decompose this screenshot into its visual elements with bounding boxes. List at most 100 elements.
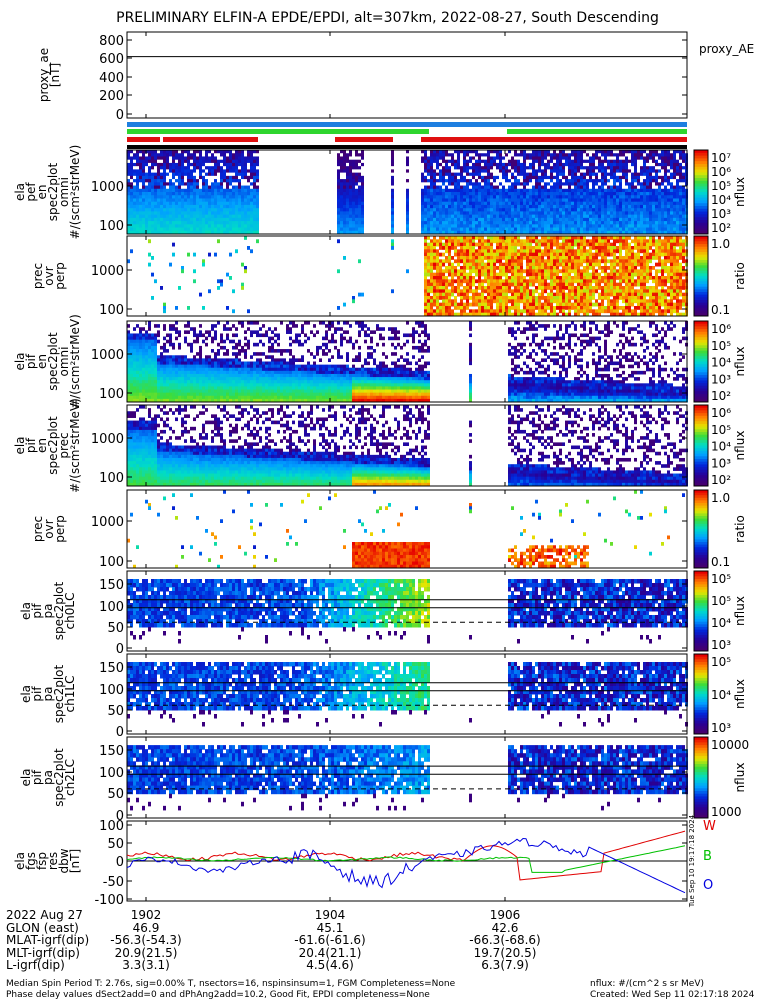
i_prec-ylabel: #/(scm²strMeV) — [68, 398, 82, 493]
proxy_ae-ylabel: [nT] — [48, 63, 62, 87]
pa_ch1-ylabel: pif — [30, 686, 44, 702]
figure-title: PRELIMINARY ELFIN-A EPDE/EPDI, alt=307km… — [116, 10, 659, 26]
e_ratio-colorbar-tick: 0.1 — [711, 303, 730, 317]
fgs-legend-B: B — [703, 849, 712, 864]
proxy_ae-ytick-label: 400 — [99, 71, 124, 86]
status-bar-black — [127, 145, 687, 149]
i_prec-colorbar-label: nflux — [733, 431, 747, 461]
e_omni-ylabel: en — [35, 185, 49, 200]
i_prec-ytick-label: 1000 — [91, 432, 124, 447]
e_ratio-ytick-label: 1000 — [91, 264, 124, 279]
i_ratio-colorbar-label: ratio — [733, 515, 747, 543]
pa_ch0-ytick-label: 50 — [107, 621, 124, 636]
status-bar-green — [127, 129, 429, 134]
i_omni-ylabel: ela — [13, 352, 27, 370]
pa_ch2-ylabel: pif — [30, 769, 44, 785]
proxy_ae-ytick-label: 200 — [99, 89, 124, 104]
i_ratio-ylabel: ovr — [42, 519, 56, 538]
i_omni-colorbar-tick: 10³ — [711, 372, 731, 386]
e_omni-colorbar-tick: 10⁵ — [711, 179, 731, 193]
i_omni-colorbar-tick: 10⁶ — [711, 322, 731, 336]
i_omni-ylabel: en — [35, 354, 49, 369]
pa_ch1-ytick-label: 100 — [99, 683, 124, 698]
fgs-ytick-label: 50 — [107, 837, 124, 852]
fgs-ylabel: ela — [13, 852, 27, 870]
i_ratio-ytick-label: 1000 — [91, 515, 124, 530]
fgs-ytick-label: 100 — [99, 819, 124, 834]
fgs-ylabel: res — [46, 852, 60, 870]
e_omni-colorbar-tick: 10⁶ — [711, 165, 731, 179]
pa_ch2-ylabel: pa — [41, 770, 55, 785]
status-bar-red — [335, 137, 393, 142]
fgs-series-O — [126, 837, 686, 894]
pa_ch0-ylabel: ela — [19, 602, 33, 620]
e_ratio-colorbar-tick: 1.0 — [711, 237, 730, 251]
i_omni-ylabel: spec2plot — [46, 332, 60, 391]
e_ratio-colorbar-label: ratio — [733, 262, 747, 290]
pa_ch2-colorbar-tick: 1000 — [711, 805, 742, 819]
i_omni-heatmap — [127, 321, 688, 403]
i_prec-ylabel: pif — [24, 437, 38, 453]
i_prec-colorbar-tick: 10² — [711, 473, 731, 487]
footer-units: nflux: #/(cm^2 s sr MeV) — [590, 979, 704, 989]
fgs-ytick-label: 0 — [116, 855, 124, 870]
proxy-ae-legend: proxy_AE — [699, 42, 754, 56]
fgs-series-B — [126, 845, 686, 873]
proxy_ae-ytick-label: 600 — [99, 52, 124, 67]
fgs-ylabel: fgs — [24, 852, 38, 870]
i_ratio-colorbar-tick: 1.0 — [711, 491, 730, 505]
proxy_ae-ylabel: proxy_ae — [37, 48, 51, 102]
i_prec-ylabel: spec2plot — [46, 416, 60, 475]
pa_ch2-colorbar-tick: 10000 — [711, 738, 749, 752]
e_omni-frame — [126, 149, 688, 235]
i_prec-colorbar-tick: 10⁴ — [711, 440, 731, 454]
i_omni-ytick-label: 100 — [99, 387, 124, 402]
pa_ch0-colorbar-tick: 10⁴ — [711, 616, 731, 630]
status-bar-blue — [127, 122, 687, 127]
pa_ch1-ylabel: pa — [41, 687, 55, 702]
pa_ch1-colorbar-tick: 10⁴ — [711, 688, 731, 702]
status-bar-red — [163, 137, 258, 142]
pa_ch0-ylabel: pif — [30, 603, 44, 619]
footer-created: Created: Wed Sep 11 02:17:18 2024 — [590, 990, 755, 1000]
i_prec-colorbar-tick: 10⁶ — [711, 406, 731, 420]
e_omni-ylabel: #/(scm²strMeV) — [68, 145, 82, 240]
status-bar-green — [507, 129, 687, 134]
i_omni-frame — [126, 320, 688, 403]
e_ratio-heatmap — [127, 236, 688, 317]
status-bar-red — [421, 137, 687, 142]
i_ratio-ylabel: perp — [53, 515, 67, 543]
i_prec-colorbar-tick: 10⁵ — [711, 423, 731, 437]
i_omni-colorbar-label: nflux — [733, 347, 747, 377]
e_omni-ytick-label: 100 — [99, 219, 124, 234]
e_omni-colorbar-tick: 10⁴ — [711, 193, 731, 207]
proxy_ae-ytick-label: 0 — [116, 108, 124, 123]
i_omni-ylabel: #/(scm²strMeV) — [68, 314, 82, 409]
i_omni-ylabel: omni — [57, 347, 71, 377]
pa_ch2-ytick-label: 50 — [107, 787, 124, 802]
pa_ch0-ylabel: spec2plot — [52, 581, 66, 640]
e_omni-ytick-label: 1000 — [91, 180, 124, 195]
i_ratio-ylabel: prec — [31, 516, 45, 542]
pa_ch1-ylabel: ela — [19, 685, 33, 703]
e_ratio-ylabel: ovr — [42, 266, 56, 285]
pa_ch1-colorbar-tick: 10⁵ — [711, 655, 731, 669]
fgs-ylabel: fsp — [35, 852, 49, 870]
pa_ch0-colorbar-tick: 10⁵ — [711, 572, 731, 586]
e_omni-heatmap — [127, 150, 688, 235]
e_ratio-ylabel: perp — [53, 262, 67, 290]
i_ratio-frame — [126, 489, 688, 569]
e_omni-colorbar-tick: 10² — [711, 221, 731, 235]
pa_ch0-colorbar-tick: 10³ — [711, 638, 731, 652]
i_prec-ylabel: prec — [57, 432, 71, 458]
i_ratio-ytick-label: 100 — [99, 555, 124, 570]
pa_ch2-ylabel: ch2LC — [63, 759, 77, 796]
status-bar-red — [127, 137, 160, 142]
pa_ch1-colorbar-tick: 10³ — [711, 721, 731, 735]
pa_ch0-colorbar-label: nflux — [733, 596, 747, 626]
